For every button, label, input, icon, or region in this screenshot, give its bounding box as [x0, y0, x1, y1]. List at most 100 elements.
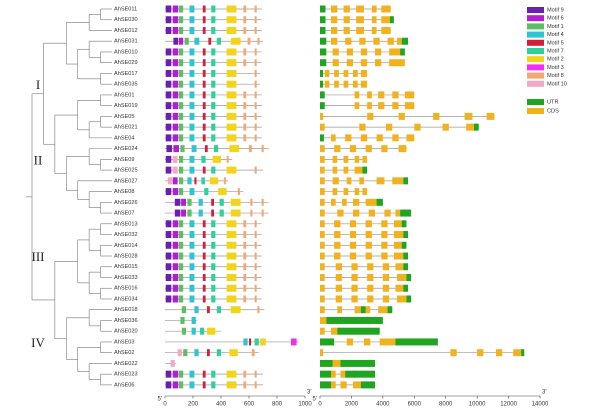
motif [226, 295, 237, 303]
utr-segment [326, 316, 383, 324]
motif [202, 26, 206, 34]
motif [211, 80, 216, 88]
motif [179, 188, 184, 196]
motif [291, 338, 297, 346]
gene-name: AhSE04 [114, 135, 135, 141]
motif [172, 370, 179, 378]
cds-segment [320, 252, 325, 260]
motif [179, 26, 184, 34]
motif [179, 91, 184, 99]
legend-swatch [527, 23, 544, 30]
cds-segment [387, 37, 394, 45]
motif [211, 381, 216, 389]
motif [226, 263, 237, 271]
motif [243, 112, 247, 120]
legend-label: Motif 6 [547, 16, 564, 22]
motif [230, 198, 241, 206]
motif [189, 134, 195, 142]
motif [173, 37, 179, 45]
tick-label: 6000 [408, 402, 422, 408]
motif [261, 209, 264, 217]
motif [219, 209, 224, 217]
cds-segment [378, 306, 388, 314]
cds-segment [351, 284, 358, 292]
cds-segment [359, 37, 366, 45]
motif [179, 5, 184, 13]
motif [187, 177, 192, 185]
gene-name: AhSE07 [114, 211, 135, 217]
motif [165, 231, 172, 239]
group-label: IV [31, 335, 45, 350]
gene-name: AhSE031 [114, 39, 138, 45]
cds-segment [349, 241, 357, 249]
motif [189, 102, 195, 110]
motif [243, 274, 247, 281]
utr-segment [403, 231, 408, 239]
motif [249, 338, 252, 346]
motif [172, 241, 179, 249]
motif [202, 5, 206, 13]
cds-segment [353, 69, 358, 77]
legend-swatch [527, 108, 544, 114]
motif [211, 220, 216, 228]
motif [172, 48, 179, 56]
cds-segment [320, 231, 325, 239]
utr-segment [362, 166, 368, 174]
cds-segment [337, 306, 342, 314]
motif [223, 177, 226, 185]
motif [226, 284, 237, 292]
motif [189, 274, 195, 281]
motif [254, 166, 257, 174]
cds-segment [395, 209, 401, 217]
gene-name: AhSE02 [114, 350, 135, 356]
legend-swatch [527, 99, 544, 105]
legend-label: Motif 5 [547, 40, 564, 46]
cds-segment [393, 252, 404, 260]
cds-segment [320, 263, 325, 271]
motif [165, 188, 172, 196]
cds-segment [379, 338, 396, 346]
cds-segment [360, 69, 368, 77]
motif [202, 80, 206, 88]
motif [226, 112, 237, 120]
motif [189, 241, 195, 249]
motif [165, 48, 172, 56]
legend-swatch [527, 15, 544, 22]
motif [202, 241, 206, 249]
motif [243, 338, 248, 346]
motif [261, 198, 264, 206]
motif [254, 134, 257, 142]
utr-segment [320, 16, 326, 24]
cds-segment [513, 349, 522, 357]
motif [211, 209, 214, 217]
cds-segment [442, 123, 449, 131]
motif [179, 295, 184, 303]
motif [165, 381, 172, 389]
motif [247, 37, 251, 45]
gene-name: AhSE025 [114, 168, 138, 174]
utr-segment [401, 220, 407, 228]
cds-segment [433, 112, 440, 120]
motif [254, 5, 257, 13]
motif [194, 349, 199, 357]
cds-segment [496, 349, 503, 357]
motif [202, 274, 206, 281]
motif [179, 274, 184, 281]
motif [165, 91, 172, 99]
cds-segment [324, 69, 330, 77]
motif [165, 16, 172, 24]
cds-segment [381, 16, 390, 24]
cds-segment [486, 112, 495, 120]
motif [189, 370, 195, 378]
cds-segment [382, 295, 390, 303]
legend-label: Motif 1 [547, 24, 564, 30]
cds-segment [334, 69, 339, 77]
motif [189, 59, 195, 67]
motif [229, 349, 238, 357]
motif [189, 123, 195, 131]
cds-segment [320, 306, 325, 314]
cds-segment [381, 26, 391, 34]
motif [172, 59, 179, 67]
cds-segment [320, 123, 325, 131]
motif [187, 209, 192, 217]
